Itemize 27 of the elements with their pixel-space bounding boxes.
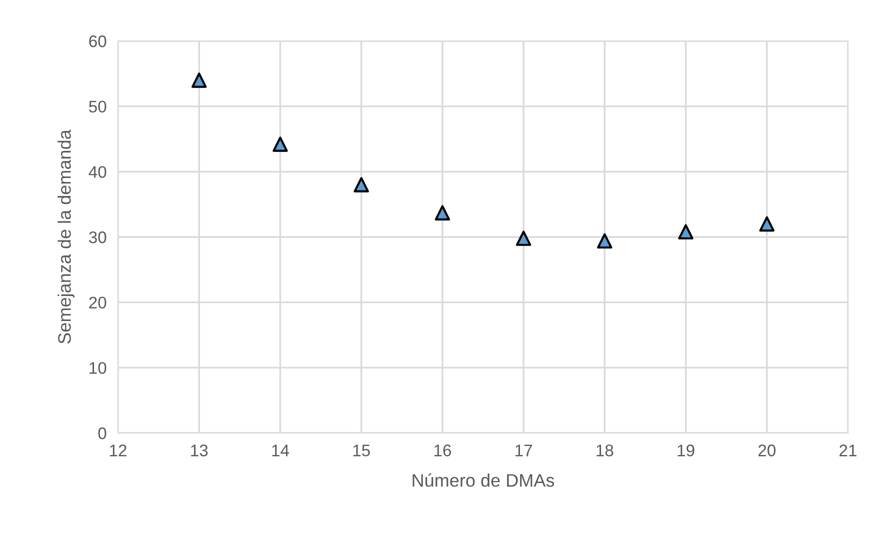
x-tick-label: 14 <box>272 444 290 456</box>
y-tick-label: 50 <box>89 100 106 113</box>
point <box>678 224 694 240</box>
x-tick-label: 18 <box>596 444 614 456</box>
x-tick-label: 20 <box>758 444 776 456</box>
y-axis-title: Semejanza de la demanda <box>58 130 74 344</box>
y-tick-label: 20 <box>89 296 106 309</box>
y-tick-label: 30 <box>88 231 106 244</box>
x-tick-label: 16 <box>434 444 451 456</box>
point <box>354 177 369 192</box>
x-tick-label: 12 <box>110 444 126 456</box>
point <box>272 136 288 152</box>
y-tick-label: 0 <box>98 427 106 440</box>
y-tick-label: 40 <box>88 166 106 178</box>
y-tick-label: 10 <box>90 362 106 374</box>
y-tick-label: 60 <box>89 35 106 48</box>
point <box>759 216 775 232</box>
x-axis-title: Número de DMAs <box>412 473 554 487</box>
point <box>191 72 207 88</box>
x-tick-label: 13 <box>191 444 208 456</box>
x-tick-label: 19 <box>678 444 694 456</box>
x-tick-label: 21 <box>840 444 856 456</box>
point <box>597 233 612 249</box>
x-tick-label: 17 <box>516 444 532 456</box>
point <box>516 230 532 246</box>
x-tick-label: 15 <box>353 444 370 456</box>
point <box>434 205 450 220</box>
